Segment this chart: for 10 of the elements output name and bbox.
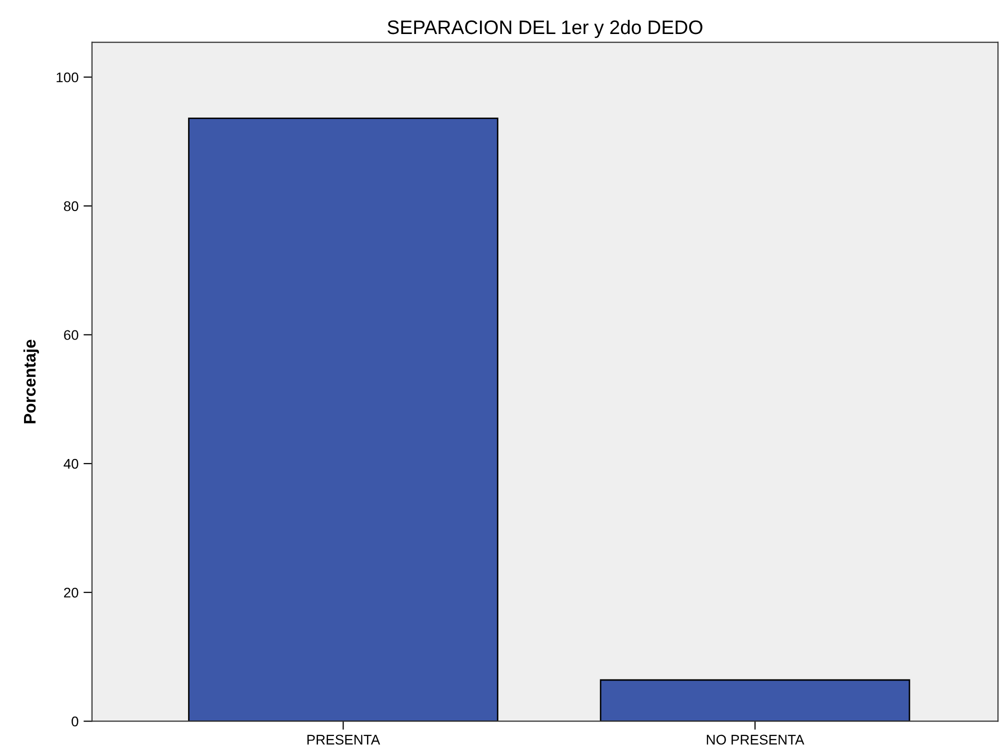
y-tick-label: 20 <box>64 588 78 598</box>
y-tick-label: 0 <box>72 716 78 726</box>
y-tick-label: 60 <box>64 330 78 340</box>
chart-title: SEPARACION DEL 1er y 2do DEDO <box>388 20 702 38</box>
x-tick-label: PRESENTA <box>307 734 380 745</box>
y-tick-label: 40 <box>64 458 78 469</box>
y-tick-label: 80 <box>64 201 78 212</box>
y-tick-label: 100 <box>56 72 78 82</box>
x-tick-label: NO PRESENTA <box>706 734 804 745</box>
y-axis-title: Porcentaje <box>23 340 39 424</box>
